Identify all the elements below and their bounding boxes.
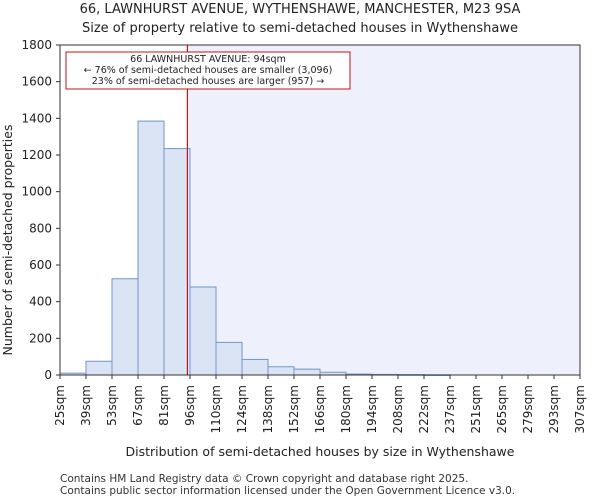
y-tick-label: 600 [29, 258, 52, 272]
x-tick-label: 279sqm [521, 385, 535, 433]
footer-copyright: Contains HM Land Registry data © Crown c… [60, 473, 469, 485]
x-tick-label: 194sqm [365, 385, 379, 433]
bar-152sqm [293, 368, 321, 376]
bar-96sqm [189, 286, 217, 376]
x-tick-label: 152sqm [287, 385, 301, 433]
x-tick-label: 237sqm [443, 385, 457, 433]
y-tick-label: 400 [29, 295, 52, 309]
x-tick-label: 166sqm [313, 385, 327, 433]
bar-39sqm [85, 360, 113, 376]
x-tick-label: 307sqm [573, 385, 587, 433]
x-tick-label: 265sqm [495, 385, 509, 433]
bar-138sqm [267, 366, 295, 376]
bars-group [59, 120, 451, 376]
bar-110sqm [215, 341, 243, 376]
x-tick-label: 138sqm [261, 385, 275, 433]
x-tick-label: 53sqm [105, 385, 119, 426]
bar-81sqm [163, 148, 191, 376]
y-tick-label: 200 [29, 331, 52, 345]
histogram-chart: 66 LAWNHURST AVENUE: 94sqm ← 76% of semi… [0, 38, 587, 459]
x-tick-label: 180sqm [339, 385, 353, 433]
y-tick-label: 1200 [21, 148, 52, 162]
x-tick-label: 96sqm [183, 385, 197, 426]
annotation-line-1: 66 LAWNHURST AVENUE: 94sqm [130, 54, 286, 65]
x-ticks: 25sqm 39sqm 53sqm 67sqm 81sqm 96sqm 110sqm 124s… [53, 375, 587, 433]
annotation-line-3: 23% of semi-detached houses are larger (… [92, 76, 325, 87]
x-tick-label: 67sqm [131, 385, 145, 426]
marker-annotation: 66 LAWNHURST AVENUE: 94sqm ← 76% of semi… [65, 51, 351, 90]
y-tick-label: 1800 [21, 38, 52, 52]
y-tick-label: 0 [44, 368, 52, 382]
y-tick-label: 1000 [21, 185, 52, 199]
x-tick-label: 251sqm [469, 385, 483, 433]
larger-region-highlight [187, 45, 580, 375]
x-tick-label: 25sqm [53, 385, 67, 426]
x-tick-label: 81sqm [157, 385, 171, 426]
chart-subtitle: Size of property relative to semi-detach… [81, 21, 519, 36]
annotation-line-2: ← 76% of semi-detached houses are smalle… [84, 65, 333, 76]
annotation-box [65, 51, 351, 90]
y-ticks: 0 200 400 600 800 1000 1200 1400 1600 1800 [21, 38, 60, 382]
footer-licence: Contains public sector information licen… [60, 485, 516, 497]
bar-124sqm [241, 358, 269, 376]
y-axis-label: Number of semi-detached properties [0, 125, 15, 356]
y-tick-label: 1600 [21, 75, 52, 89]
x-tick-label: 39sqm [79, 385, 93, 426]
x-tick-label: 293sqm [547, 385, 561, 433]
bar-53sqm [111, 278, 139, 376]
x-tick-label: 124sqm [235, 385, 249, 433]
y-tick-label: 1400 [21, 111, 52, 125]
y-tick-label: 800 [29, 221, 52, 235]
x-axis-label: Distribution of semi-detached houses by … [126, 444, 515, 459]
bar-67sqm [137, 120, 165, 376]
x-tick-label: 110sqm [209, 385, 223, 433]
chart-title: 66, LAWNHURST AVENUE, WYTHENSHAWE, MANCH… [79, 2, 521, 17]
x-tick-label: 222sqm [417, 385, 431, 433]
x-tick-label: 208sqm [391, 385, 405, 433]
